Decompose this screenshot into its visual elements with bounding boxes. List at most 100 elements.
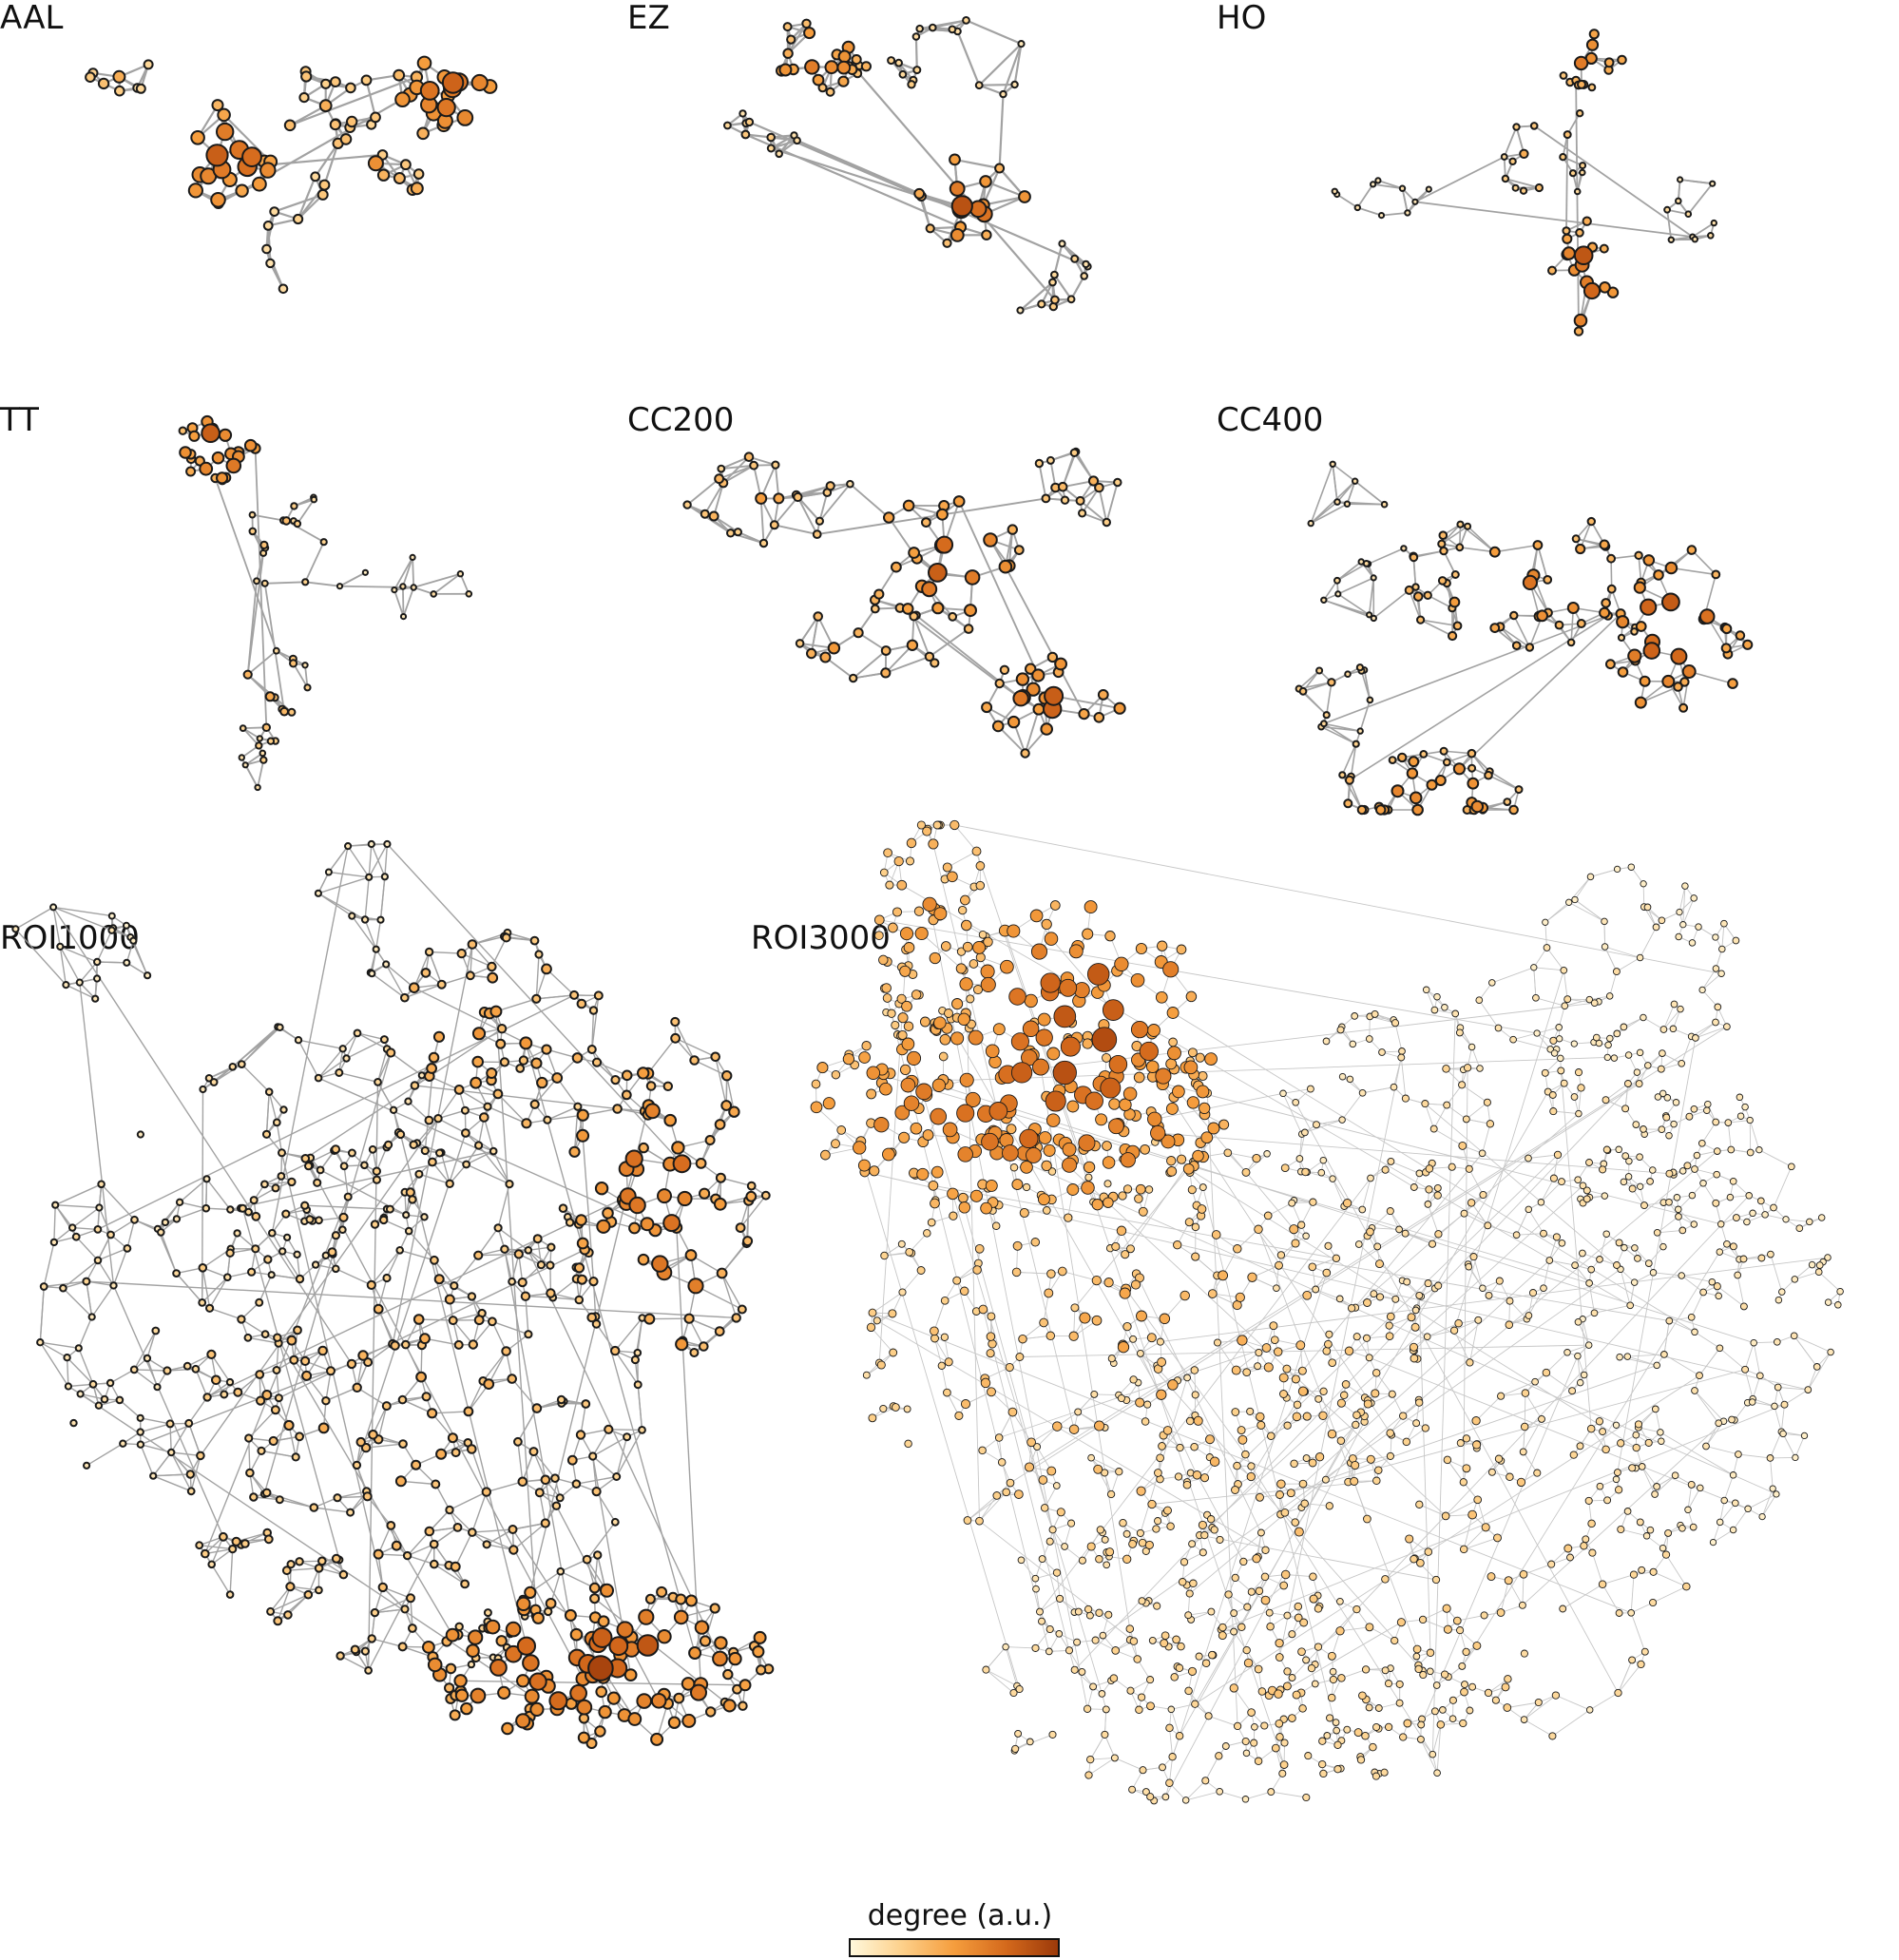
node	[1640, 598, 1658, 616]
node	[1677, 176, 1684, 183]
edge	[416, 1118, 439, 1144]
node	[1070, 254, 1080, 263]
node	[733, 528, 743, 537]
node	[338, 1225, 347, 1235]
edge	[328, 871, 370, 878]
edges	[726, 19, 1089, 312]
edge	[371, 843, 386, 877]
node	[690, 1683, 707, 1701]
node	[201, 423, 221, 444]
node	[453, 1674, 468, 1688]
node	[465, 590, 473, 598]
node	[74, 1344, 83, 1353]
node	[1634, 550, 1643, 561]
node	[172, 1215, 182, 1223]
node	[289, 659, 298, 668]
node	[253, 577, 260, 586]
edge	[719, 464, 755, 480]
node	[1587, 83, 1597, 92]
node	[493, 1223, 503, 1233]
node	[444, 1294, 455, 1305]
node	[964, 569, 981, 586]
node	[1113, 701, 1126, 715]
node	[516, 1596, 531, 1611]
node	[758, 538, 769, 548]
edge	[470, 1449, 488, 1492]
edge	[297, 499, 316, 525]
node	[815, 516, 824, 526]
edge	[368, 843, 373, 877]
node	[771, 460, 780, 470]
edge	[345, 1032, 358, 1059]
node	[924, 651, 935, 662]
node	[363, 1357, 374, 1368]
node	[460, 1701, 473, 1716]
node	[314, 1073, 323, 1083]
node	[1058, 240, 1066, 248]
node	[198, 1263, 208, 1273]
node	[999, 89, 1007, 99]
node	[394, 1475, 407, 1488]
node	[948, 611, 958, 622]
node	[489, 1146, 498, 1156]
node	[36, 1338, 45, 1347]
node	[399, 613, 408, 621]
node	[401, 1339, 411, 1350]
node	[1398, 184, 1407, 192]
edge	[86, 1280, 114, 1287]
edge	[414, 1085, 618, 1110]
node	[880, 645, 892, 656]
node	[62, 981, 70, 990]
node	[760, 1190, 771, 1201]
node	[1010, 80, 1019, 89]
node	[470, 73, 489, 92]
node	[588, 1277, 599, 1287]
edge	[774, 496, 799, 526]
node	[316, 188, 329, 201]
edge	[471, 1528, 513, 1533]
node	[870, 604, 880, 614]
node	[218, 428, 233, 442]
node	[1571, 534, 1581, 544]
node	[575, 1430, 586, 1440]
edge	[112, 1285, 224, 1538]
edge	[264, 1149, 336, 1185]
node	[449, 1709, 461, 1721]
node	[1411, 198, 1419, 205]
node	[339, 133, 353, 145]
node	[1366, 611, 1373, 619]
edge	[1499, 625, 1530, 648]
edge	[433, 1527, 458, 1546]
node	[422, 1641, 435, 1654]
node	[1525, 643, 1535, 652]
node	[136, 1428, 144, 1436]
node	[492, 1088, 504, 1100]
node	[710, 1051, 721, 1063]
node	[495, 1635, 508, 1647]
edge	[497, 1227, 529, 1251]
node	[261, 243, 272, 255]
node	[1448, 596, 1461, 608]
node	[327, 1247, 337, 1258]
node	[529, 1099, 540, 1109]
edge	[247, 650, 278, 676]
panel-label-aal: AAL	[0, 0, 64, 37]
node	[420, 1145, 430, 1156]
node	[93, 974, 102, 983]
edge	[317, 1057, 347, 1079]
nodes	[682, 447, 1126, 759]
edge	[1136, 1046, 1392, 1435]
node	[485, 1619, 501, 1635]
edge	[372, 1405, 388, 1435]
edge	[140, 1370, 332, 1446]
node	[409, 553, 416, 561]
edge	[459, 573, 470, 595]
node	[151, 1326, 161, 1335]
node	[219, 1531, 228, 1542]
node	[427, 1408, 438, 1419]
edge	[997, 725, 1026, 755]
node	[264, 691, 276, 702]
node	[595, 1685, 608, 1699]
network-graph-tt	[178, 414, 473, 792]
node	[262, 221, 274, 231]
